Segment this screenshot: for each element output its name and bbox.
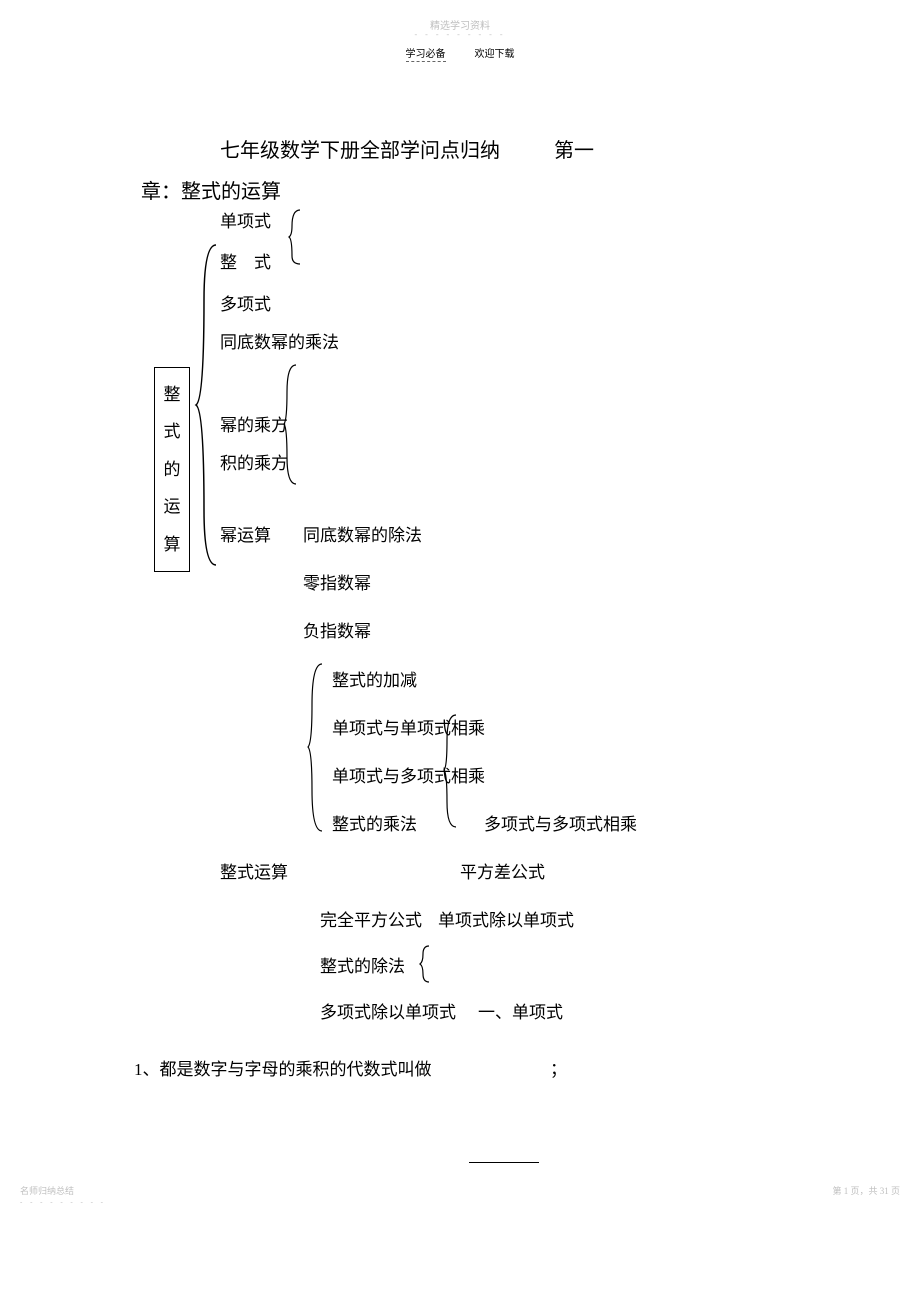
header-sub-right: 欢迎下载	[475, 49, 515, 60]
document-title-part2: 第一	[554, 134, 594, 163]
header-dashes: - - - - - - - - -	[0, 30, 920, 39]
footer-mid: 页，共	[850, 1186, 877, 1196]
footer-left-dashes: - - - - - - - - -	[20, 1198, 106, 1206]
main-topic-box: 整 式 的 运 算	[154, 367, 190, 572]
text-div-op: 整式的除法	[320, 952, 405, 977]
text-power-of-power: 幂的乘方	[220, 411, 288, 436]
text-same-base-mul: 同底数幂的乘法	[220, 328, 339, 353]
text-power-op: 幂运算	[220, 521, 271, 546]
body-line-1-suffix: ；	[550, 1060, 567, 1079]
footer-page-current: 1	[844, 1186, 849, 1196]
document-title-part1: 七年级数学下册全部学问点归纳	[220, 134, 500, 163]
text-monomial: 单项式	[220, 207, 271, 232]
text-diff-sq: 平方差公式	[460, 858, 545, 883]
text-mono-x-poly: 单项式与多项式相乘	[332, 762, 485, 787]
brace-div	[419, 944, 433, 984]
body-line-1: 1、都是数字与字母的乘积的代数式叫做 ；	[134, 1055, 567, 1080]
text-zhengshi-op: 整式运算	[220, 858, 288, 883]
text-add-sub: 整式的加减	[332, 666, 417, 691]
footer-right: 第 1 页，共 31 页	[832, 1184, 900, 1197]
text-polynomial: 多项式	[220, 290, 271, 315]
text-same-base-div: 同底数幂的除法	[303, 521, 422, 546]
footer-rule	[469, 1162, 539, 1163]
text-mul-op: 整式的乘法	[332, 810, 417, 835]
brace-zhengshi	[288, 208, 306, 266]
body-line-1-prefix: 1、都是数字与字母的乘积的代数式叫做	[134, 1060, 432, 1079]
footer-page-total: 31	[880, 1186, 889, 1196]
footer-prefix: 第	[832, 1186, 841, 1196]
text-power-of-product: 积的乘方	[220, 449, 288, 474]
text-perfect-sq: 完全平方公式	[320, 906, 422, 931]
text-zero-exp: 零指数幂	[303, 569, 371, 594]
footer-left: 名师归纳总结	[20, 1184, 74, 1197]
text-neg-exp: 负指数幂	[303, 617, 371, 642]
text-poly-x-poly: 多项式与多项式相乘	[484, 810, 637, 835]
header-sub: 学习必备 欢迎下载	[0, 45, 920, 60]
text-mono-x-mono: 单项式与单项式相乘	[332, 714, 485, 739]
text-zhengshi: 整 式	[220, 248, 271, 273]
text-section-heading: 一、单项式	[478, 998, 563, 1023]
brace-level2	[306, 660, 328, 835]
chapter-title: 章：整式的运算	[141, 175, 281, 204]
header-sub-left: 学习必备	[406, 49, 446, 62]
main-topic-text: 整 式 的 运 算	[161, 376, 183, 563]
text-poly-div-mono: 多项式除以单项式	[320, 998, 456, 1023]
brace-mul-group	[442, 712, 462, 830]
footer-suffix: 页	[891, 1186, 900, 1196]
text-mono-div-mono: 单项式除以单项式	[438, 906, 574, 931]
